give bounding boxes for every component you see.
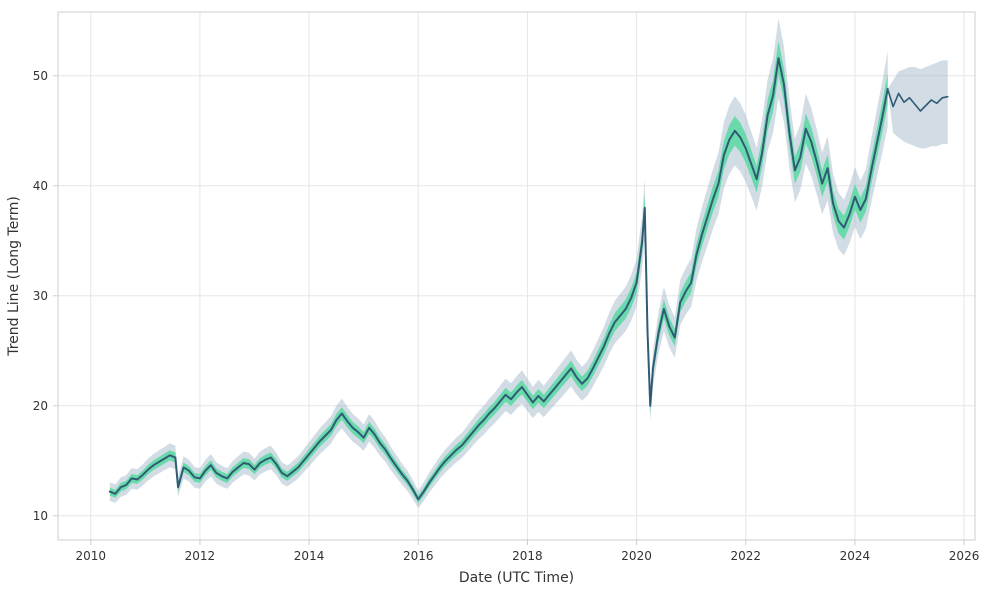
x-tick-label: 2014 — [294, 549, 325, 563]
x-tick-label: 2026 — [949, 549, 980, 563]
trend-chart: 2010 2012 2014 2016 2018 2020 2022 2024 2026 10 2… — [0, 0, 989, 590]
y-tick-label: 50 — [33, 69, 48, 83]
x-tick-label: 2012 — [185, 549, 216, 563]
x-tick-label: 2020 — [621, 549, 652, 563]
y-axis-label: Trend Line (Long Term) — [6, 196, 22, 357]
x-axis-label: Date (UTC Time) — [459, 570, 574, 586]
y-tick-label: 30 — [33, 289, 48, 303]
y-tick-label: 20 — [33, 399, 48, 413]
x-tick-label: 2010 — [75, 549, 106, 563]
y-tick-label: 40 — [33, 179, 48, 193]
x-tick-label: 2018 — [512, 549, 543, 563]
x-tick-label: 2024 — [840, 549, 871, 563]
x-tick-label: 2022 — [730, 549, 761, 563]
chart-bg — [0, 0, 989, 590]
chart-svg: 2010 2012 2014 2016 2018 2020 2022 2024 2026 10 2… — [0, 0, 989, 590]
x-tick-label: 2016 — [403, 549, 434, 563]
y-tick-label: 10 — [33, 509, 48, 523]
